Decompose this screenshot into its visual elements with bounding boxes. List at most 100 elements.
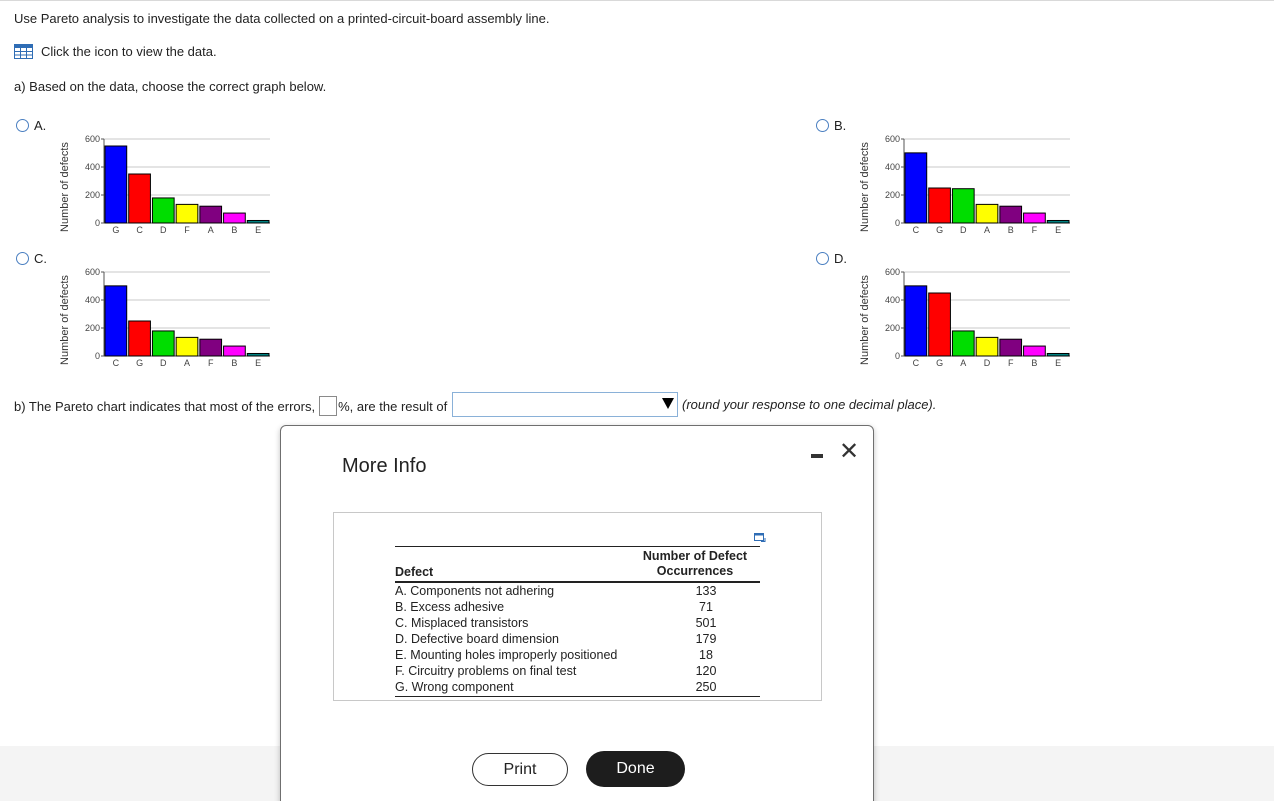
x-tick-label: B	[1031, 358, 1037, 368]
bar-D	[975, 336, 999, 357]
bar-A	[175, 336, 199, 357]
defect-name: E. Mounting holes improperly positioned	[395, 648, 618, 662]
option-c-radio[interactable]	[16, 252, 29, 265]
dropdown-arrow-icon[interactable]	[662, 398, 674, 409]
view-data-label[interactable]: Click the icon to view the data.	[41, 44, 217, 59]
y-axis-label: Number of defects	[859, 142, 871, 232]
defect-count: 133	[695, 584, 717, 598]
defect-name: A. Components not adhering	[395, 584, 555, 598]
bar-F	[199, 338, 223, 357]
bar-chart-svg: Number of defects 0 200 400 600 C G A D F B E	[859, 267, 1070, 368]
defect-count: 120	[695, 664, 717, 678]
y-tick-label: 0	[895, 351, 900, 361]
x-tick-label: G	[936, 225, 943, 235]
table-grid-icon[interactable]	[14, 44, 33, 59]
bar-C	[104, 285, 128, 357]
option-d-radio[interactable]	[816, 252, 829, 265]
bar-C	[904, 152, 928, 224]
minimize-icon[interactable]	[811, 454, 823, 458]
option-a-radio[interactable]	[16, 119, 29, 132]
x-tick-label: D	[160, 225, 167, 235]
data-table-panel: Defect Number of Defect Occurrences A. C…	[333, 512, 822, 701]
y-tick-label: 400	[885, 162, 900, 172]
defect-count: 18	[699, 648, 713, 662]
y-axis-label: Number of defects	[59, 142, 71, 232]
bar-G	[128, 320, 151, 357]
option-a[interactable]: A.	[16, 118, 46, 133]
bar-C	[904, 285, 928, 357]
bar-A	[975, 203, 999, 224]
bar-E	[246, 219, 270, 224]
defect-count: 501	[695, 616, 717, 630]
x-tick-label: A	[984, 225, 990, 235]
header-occurrences-line1: Number of Defect	[642, 549, 748, 563]
bar-D	[151, 197, 175, 224]
done-button[interactable]: Done	[586, 751, 685, 787]
x-tick-label: E	[1055, 358, 1061, 368]
y-tick-label: 400	[885, 295, 900, 305]
defect-name: G. Wrong component	[395, 680, 514, 694]
defect-count: 179	[695, 632, 717, 646]
x-tick-label: B	[231, 358, 237, 368]
part-b-prefix: b) The Pareto chart indicates that most …	[14, 398, 316, 414]
table-row: A. Components not adhering 133	[395, 583, 760, 599]
x-tick-label: C	[913, 225, 920, 235]
x-tick-label: D	[984, 358, 991, 368]
table-header-rule	[395, 581, 760, 583]
x-tick-label: D	[160, 358, 167, 368]
y-tick-label: 600	[885, 267, 900, 277]
x-tick-label: E	[255, 225, 261, 235]
table-bottom-rule	[395, 696, 760, 697]
bar-B	[999, 205, 1023, 224]
y-tick-label: 400	[85, 295, 100, 305]
option-c[interactable]: C.	[16, 251, 47, 266]
option-d-chart: Number of defects 0 200 400 600 C G A D F B E	[858, 258, 1073, 370]
table-top-rule	[395, 546, 760, 547]
bar-E	[1046, 219, 1070, 224]
option-d-letter: D.	[834, 251, 847, 266]
x-tick-label: G	[936, 358, 943, 368]
defect-select[interactable]	[452, 392, 678, 417]
option-c-chart: Number of defects 0 200 400 600 C G D A F B E	[58, 258, 273, 370]
bar-D	[151, 330, 175, 357]
y-tick-label: 0	[95, 218, 100, 228]
bar-F	[1023, 212, 1046, 224]
defect-table: Defect Number of Defect Occurrences A. C…	[395, 546, 760, 697]
bar-B	[223, 345, 246, 357]
defect-name: B. Excess adhesive	[395, 600, 505, 614]
print-button[interactable]: Print	[472, 753, 568, 786]
table-row: D. Defective board dimension 179	[395, 631, 760, 647]
y-tick-label: 0	[895, 218, 900, 228]
part-a-label: a) Based on the data, choose the correct…	[14, 79, 327, 94]
option-b[interactable]: B.	[816, 118, 846, 133]
copy-icon[interactable]	[754, 533, 766, 544]
bar-D	[951, 188, 975, 224]
percent-input[interactable]	[319, 396, 338, 416]
bar-A	[199, 205, 223, 224]
x-tick-label: D	[960, 225, 967, 235]
y-tick-label: 0	[95, 351, 100, 361]
defect-name: F. Circuitry problems on final test	[395, 664, 577, 678]
y-tick-label: 600	[85, 267, 100, 277]
option-b-radio[interactable]	[816, 119, 829, 132]
table-row: E. Mounting holes improperly positioned 1…	[395, 647, 760, 663]
option-a-chart: Number of defects 0 200 400 600 G C D F A B E	[58, 125, 273, 237]
bar-A	[951, 330, 975, 357]
part-b-sentence: b) The Pareto chart indicates that most …	[14, 396, 447, 416]
option-d[interactable]: D.	[816, 251, 847, 266]
x-tick-label: E	[1055, 225, 1061, 235]
x-tick-label: B	[1008, 225, 1014, 235]
x-tick-label: F	[1008, 358, 1014, 368]
view-data-link[interactable]: Click the icon to view the data.	[14, 44, 217, 59]
part-b-middle: %, are the result of	[338, 398, 448, 414]
x-tick-label: E	[255, 358, 261, 368]
x-tick-label: F	[1032, 225, 1038, 235]
table-row: C. Misplaced transistors 501	[395, 615, 760, 631]
y-tick-label: 200	[85, 190, 100, 200]
bar-chart-svg: Number of defects 0 200 400 600 G C D F A B E	[59, 134, 270, 235]
y-tick-label: 400	[85, 162, 100, 172]
table-row: F. Circuitry problems on final test 120	[395, 663, 760, 679]
x-tick-label: C	[113, 358, 120, 368]
close-icon[interactable]: ✕	[839, 438, 860, 465]
table-row: G. Wrong component 250	[395, 679, 760, 695]
